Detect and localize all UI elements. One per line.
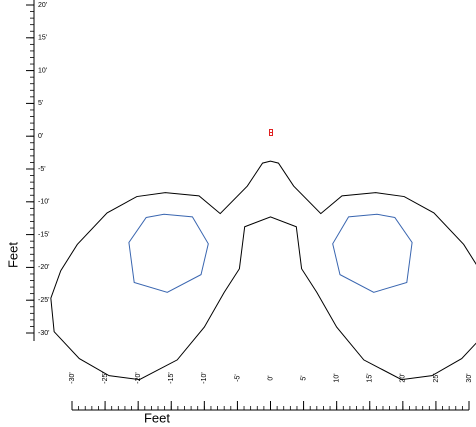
x-tick-label: -30' [69, 372, 76, 383]
x-tick-label: -5' [234, 374, 241, 382]
y-tick-label: -5' [38, 166, 46, 173]
x-tick-label: -15' [168, 372, 175, 383]
x-tick-label: 15' [367, 373, 374, 382]
x-tick-label: 10' [334, 373, 341, 382]
y-tick-label: -25' [38, 297, 49, 304]
y-tick-label: 15' [38, 35, 47, 42]
x-tick-label: 25' [433, 373, 440, 382]
y-tick-label: 10' [38, 67, 47, 74]
y-tick-label: -10' [38, 199, 49, 206]
y-tick-label: 20' [38, 2, 47, 9]
y-tick-label: -30' [38, 330, 49, 337]
y-axis-label: Feet [5, 242, 20, 268]
x-axis-label: Feet [144, 410, 170, 425]
y-tick-label: -15' [38, 231, 49, 238]
x-tick-label: 0' [267, 375, 274, 380]
x-tick-label: -25' [102, 372, 109, 383]
x-tick-label: -20' [135, 372, 142, 383]
x-tick-label: 30' [466, 373, 473, 382]
y-tick-label: 0' [38, 133, 43, 140]
outline [128, 213, 209, 293]
x-tick-label: -10' [201, 372, 208, 383]
y-tick-label: -20' [38, 264, 49, 271]
outline [332, 213, 413, 293]
x-tick-label: 20' [400, 373, 407, 382]
x-tick-label: 5' [300, 375, 307, 380]
outline [50, 160, 476, 381]
y-tick-label: 5' [38, 100, 43, 107]
